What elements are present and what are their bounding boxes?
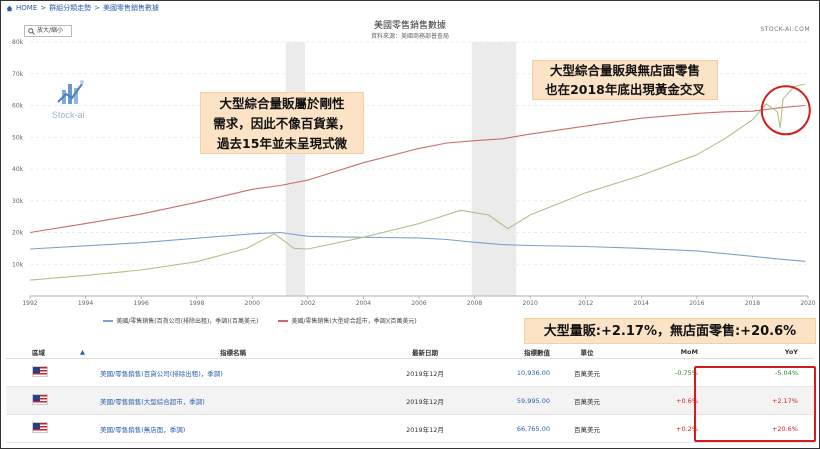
indicator-mom: +0.2% xyxy=(676,424,698,433)
series-line-0 xyxy=(29,231,806,262)
y-tick-label: 40k xyxy=(12,166,24,173)
x-tick-label: 1998 xyxy=(189,300,204,307)
header-unit[interactable]: 單位 xyxy=(580,348,594,357)
callout-hypermarket-note: 大型綜合量販屬於剛性 需求，因此不像百貨業， 過去15年並未呈現式微 xyxy=(200,92,364,154)
indicator-yoy: +20.6% xyxy=(771,424,798,433)
logo-text: Stock-ai xyxy=(52,110,85,120)
callout-line: 大型綜合量販與無店面零售 xyxy=(549,63,700,78)
zoom-label: 放大/縮小 xyxy=(37,27,64,34)
callout-line: 過去15年並未呈現式微 xyxy=(217,136,347,151)
x-tick-label: 1996 xyxy=(134,300,149,307)
header-date[interactable]: 最新日期 xyxy=(412,348,438,357)
chart-title: 美國零售銷售數據 xyxy=(373,21,446,31)
y-tick-label: 80k xyxy=(12,39,24,46)
table-header: 區域 ▲ 指標名稱 最新日期 指標數值 單位 MoM YoY xyxy=(6,345,814,359)
stock-ai-logo xyxy=(57,80,84,104)
sort-up-icon[interactable]: ▲ xyxy=(80,347,85,356)
indicator-value: 10,936.00 xyxy=(516,368,550,377)
indicator-name-link[interactable]: 美國/零售銷售(無店面，季調) xyxy=(100,425,186,434)
magnifier-icon xyxy=(28,27,35,35)
x-tick-label: 1994 xyxy=(78,300,93,307)
legend-item-department-stores[interactable]: 美國/零售銷售(百貨公司(排除出租)，季調)(百萬美元) xyxy=(103,316,258,325)
callout-line: 需求，因此不像百貨業， xyxy=(213,116,351,131)
callout-golden-cross: 大型綜合量販與無店面零售 也在2018年底出現黃金交叉 xyxy=(532,60,718,100)
x-tick-label: 2010 xyxy=(523,300,538,307)
us-flag-icon xyxy=(6,422,80,435)
y-tick-label: 10k xyxy=(12,261,24,268)
callout-yoy-summary: 大型量販:+2.17%，無店面零售:+20.6% xyxy=(524,318,816,344)
breadcrumb-current[interactable]: 美國零售銷售數據 xyxy=(103,4,159,12)
breadcrumb-home[interactable]: HOME xyxy=(16,4,38,12)
indicator-yoy: +2.17% xyxy=(771,396,798,405)
indicator-date: 2019年12月 xyxy=(406,425,444,434)
breadcrumb-category[interactable]: 群組分類走勢 xyxy=(49,4,92,12)
us-flag-icon xyxy=(6,394,80,407)
indicator-date: 2019年12月 xyxy=(406,397,444,406)
header-yoy[interactable]: YoY xyxy=(784,347,798,356)
highlight-box xyxy=(694,366,816,442)
zoom-button[interactable]: 放大/縮小 xyxy=(24,25,72,37)
table-row[interactable]: 美國/零售銷售(百貨公司(排除出租)，季調) 2019年12月 10,936.0… xyxy=(6,359,814,387)
x-tick-label: 2020 xyxy=(800,300,815,307)
breadcrumb-separator: > xyxy=(94,4,100,12)
y-tick-label: 30k xyxy=(12,198,24,205)
x-tick-label: 1992 xyxy=(22,300,37,307)
x-tick-label: 2008 xyxy=(467,300,482,307)
x-tick-label: 2002 xyxy=(300,300,315,307)
y-tick-label: 70k xyxy=(12,71,24,78)
indicator-name-link[interactable]: 美國/零售銷售(百貨公司(排除出租)，季調) xyxy=(100,369,223,378)
table-row[interactable]: 美國/零售銷售(大型綜合超市，季調) 2019年12月 59,995.00 百萬… xyxy=(6,387,814,415)
legend-label: 美國/零售銷售(百貨公司(排除出租)，季調)(百萬美元) xyxy=(116,318,259,325)
indicator-unit: 百萬美元 xyxy=(574,369,600,378)
indicator-yoy: -5.04% xyxy=(775,368,798,377)
header-mom[interactable]: MoM xyxy=(680,347,698,356)
golden-cross-highlight-circle xyxy=(760,85,811,136)
y-tick-label: 20k xyxy=(12,230,24,237)
legend-item-hypermarkets[interactable]: 美國/零售銷售(大型綜合超市，季調)(百萬美元) xyxy=(278,316,417,325)
header-value[interactable]: 指標數值 xyxy=(524,348,550,357)
chart-legend: 美國/零售銷售(百貨公司(排除出租)，季調)(百萬美元) 美國/零售銷售(大型綜… xyxy=(0,316,820,325)
x-tick-label: 2014 xyxy=(634,300,649,307)
x-tick-label: 2018 xyxy=(745,300,760,307)
callout-line: 大型綜合量販屬於剛性 xyxy=(219,96,345,111)
breadcrumb-separator: > xyxy=(40,4,47,12)
breadcrumb: HOME > 群組分類走勢 > 美國零售銷售數據 xyxy=(6,2,159,14)
series-line-2 xyxy=(29,83,806,281)
home-icon[interactable] xyxy=(6,5,13,12)
x-tick-label: 2000 xyxy=(245,300,260,307)
header-name[interactable]: 指標名稱 xyxy=(220,348,246,357)
y-tick-label: 60k xyxy=(12,103,24,110)
indicator-unit: 百萬美元 xyxy=(574,425,600,434)
indicator-unit: 百萬美元 xyxy=(574,397,600,406)
indicator-value: 59,995.00 xyxy=(516,396,550,405)
callout-line: 也在2018年底出現黃金交叉 xyxy=(545,82,705,97)
y-tick-label: 50k xyxy=(12,134,24,141)
indicator-date: 2019年12月 xyxy=(406,369,444,378)
chart-subtitle: 資料來源：美國商務部普查局 xyxy=(370,33,449,40)
indicator-mom: +0.6% xyxy=(676,396,698,405)
brand-label: STOCK-AI.COM xyxy=(760,26,810,33)
indicator-mom: -0.75% xyxy=(675,368,698,377)
legend-label: 美國/零售銷售(大型綜合超市，季調)(百萬美元) xyxy=(291,318,417,325)
indicator-name-link[interactable]: 美國/零售銷售(大型綜合超市，季調) xyxy=(100,397,205,406)
us-flag-icon xyxy=(6,366,80,379)
indicator-value: 66,765.00 xyxy=(516,424,550,433)
x-tick-label: 2006 xyxy=(411,300,426,307)
x-tick-label: 2004 xyxy=(356,300,371,307)
indicator-table: 區域 ▲ 指標名稱 最新日期 指標數值 單位 MoM YoY 美國/零售銷售(百… xyxy=(6,345,814,443)
x-tick-label: 2016 xyxy=(689,300,704,307)
series-line-1 xyxy=(29,104,806,234)
legend-swatch xyxy=(103,319,114,322)
table-row[interactable]: 美國/零售銷售(無店面，季調) 2019年12月 66,765.00 百萬美元 … xyxy=(6,415,814,443)
x-tick-label: 2012 xyxy=(578,300,593,307)
header-region[interactable]: 區域 xyxy=(32,348,45,357)
legend-swatch xyxy=(278,319,289,322)
